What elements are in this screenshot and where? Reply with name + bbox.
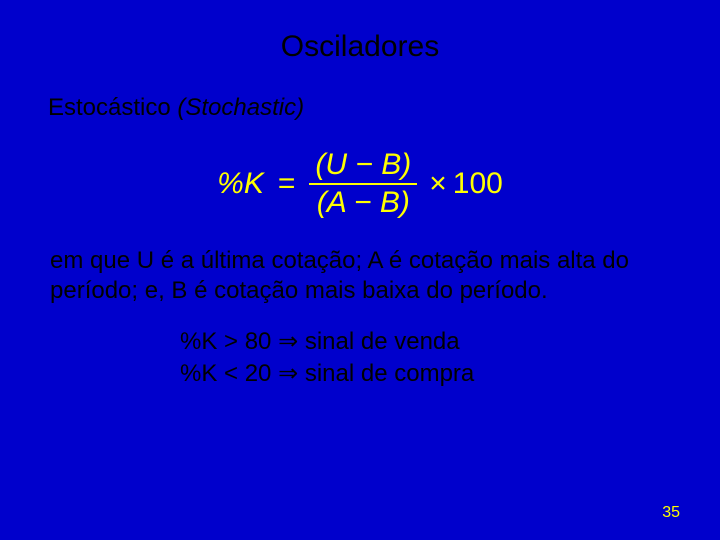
signal-line-sell: %K > 80 ⇒ sinal de venda — [180, 326, 680, 358]
formula-eq: = — [278, 167, 296, 201]
slide-subtitle: Estocástico (Stochastic) — [40, 94, 680, 122]
subtitle-plain: Estocástico — [48, 94, 177, 121]
formula-fraction: (U − B) (A − B) — [309, 147, 417, 221]
signal-line-buy: %K < 20 ⇒ sinal de compra — [180, 358, 680, 390]
formula-denominator: (A − B) — [311, 185, 416, 221]
formula-numerator: (U − B) — [309, 147, 417, 183]
slide-title: Osciladores — [40, 30, 680, 64]
slide: Osciladores Estocástico (Stochastic) %K … — [0, 0, 720, 540]
formula-lhs: %K — [217, 167, 264, 201]
formula-times: × — [429, 167, 447, 201]
subtitle-italic: (Stochastic) — [177, 94, 304, 121]
page-number: 35 — [662, 504, 680, 522]
arrow-icon: ⇒ — [278, 328, 298, 355]
formula: %K = (U − B) (A − B) × 100 — [217, 147, 503, 221]
arrow-icon: ⇒ — [278, 360, 298, 387]
signal-buy-post: sinal de compra — [298, 360, 474, 387]
signal-buy-pre: %K < 20 — [180, 360, 278, 387]
signal-sell-post: sinal de venda — [298, 328, 459, 355]
signal-sell-pre: %K > 80 — [180, 328, 278, 355]
formula-block: %K = (U − B) (A − B) × 100 — [40, 147, 680, 221]
description-text: em que U é a última cotação; A é cotação… — [40, 246, 680, 306]
signals-block: %K > 80 ⇒ sinal de venda %K < 20 ⇒ sinal… — [40, 326, 680, 391]
formula-hundred: 100 — [453, 167, 503, 201]
